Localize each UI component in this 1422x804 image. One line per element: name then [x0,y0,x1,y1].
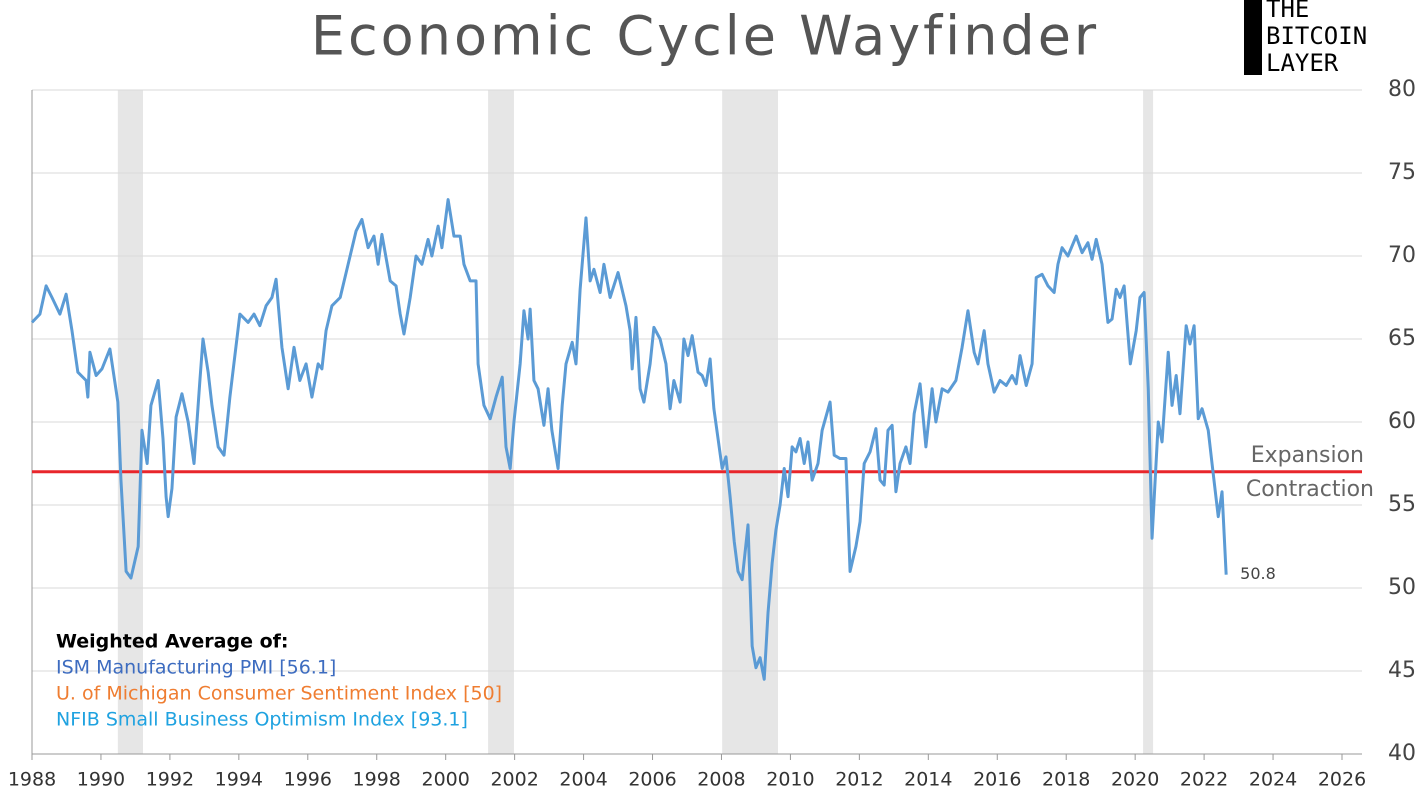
x-tick-label: 2016 [973,769,1021,791]
value-label: 50.8 [1240,564,1276,583]
legend-title: Weighted Average of: [56,631,289,653]
y-tick-label: 50 [1388,575,1416,600]
x-tick-label: 2004 [559,769,607,791]
x-tick-label: 1992 [146,769,194,791]
chart-title: Economic Cycle Wayfinder [311,5,1099,68]
x-tick-label: 2000 [422,769,470,791]
x-tick-label: 2008 [697,769,745,791]
logo-text: BITCOIN [1266,22,1367,50]
y-tick-label: 70 [1388,243,1416,268]
y-tick-label: 40 [1388,741,1416,766]
x-tick-label: 2018 [1042,769,1090,791]
x-tick-label: 2002 [490,769,538,791]
legend-entry: NFIB Small Business Optimism Index [93.1… [56,709,468,731]
y-tick-label: 60 [1388,409,1416,434]
x-tick-label: 2022 [1180,769,1228,791]
y-tick-label: 75 [1388,160,1416,185]
legend-entry: U. of Michigan Consumer Sentiment Index … [56,683,502,705]
x-tick-label: 1988 [8,769,56,791]
logo-text: THE [1266,0,1309,23]
logo-text: LAYER [1266,49,1339,77]
x-tick-label: 1998 [353,769,401,791]
logo-bar [1244,0,1262,75]
threshold-label: Expansion [1251,443,1364,468]
x-tick-label: 2014 [904,769,952,791]
x-tick-label: 2020 [1111,769,1159,791]
y-tick-label: 45 [1388,658,1416,683]
x-tick-label: 2024 [1249,769,1297,791]
data-line [30,198,1228,681]
y-tick-label: 65 [1388,326,1416,351]
x-tick-label: 1994 [215,769,263,791]
legend-entry: ISM Manufacturing PMI [56.1] [56,657,336,679]
y-tick-label: 80 [1388,77,1416,102]
x-tick-label: 2012 [835,769,883,791]
x-tick-label: 2006 [628,769,676,791]
y-tick-label: 55 [1388,492,1416,517]
x-tick-label: 1990 [77,769,125,791]
threshold-label: Contraction [1246,477,1374,502]
x-tick-label: 1996 [284,769,332,791]
x-tick-label: 2026 [1318,769,1366,791]
x-tick-label: 2010 [766,769,814,791]
